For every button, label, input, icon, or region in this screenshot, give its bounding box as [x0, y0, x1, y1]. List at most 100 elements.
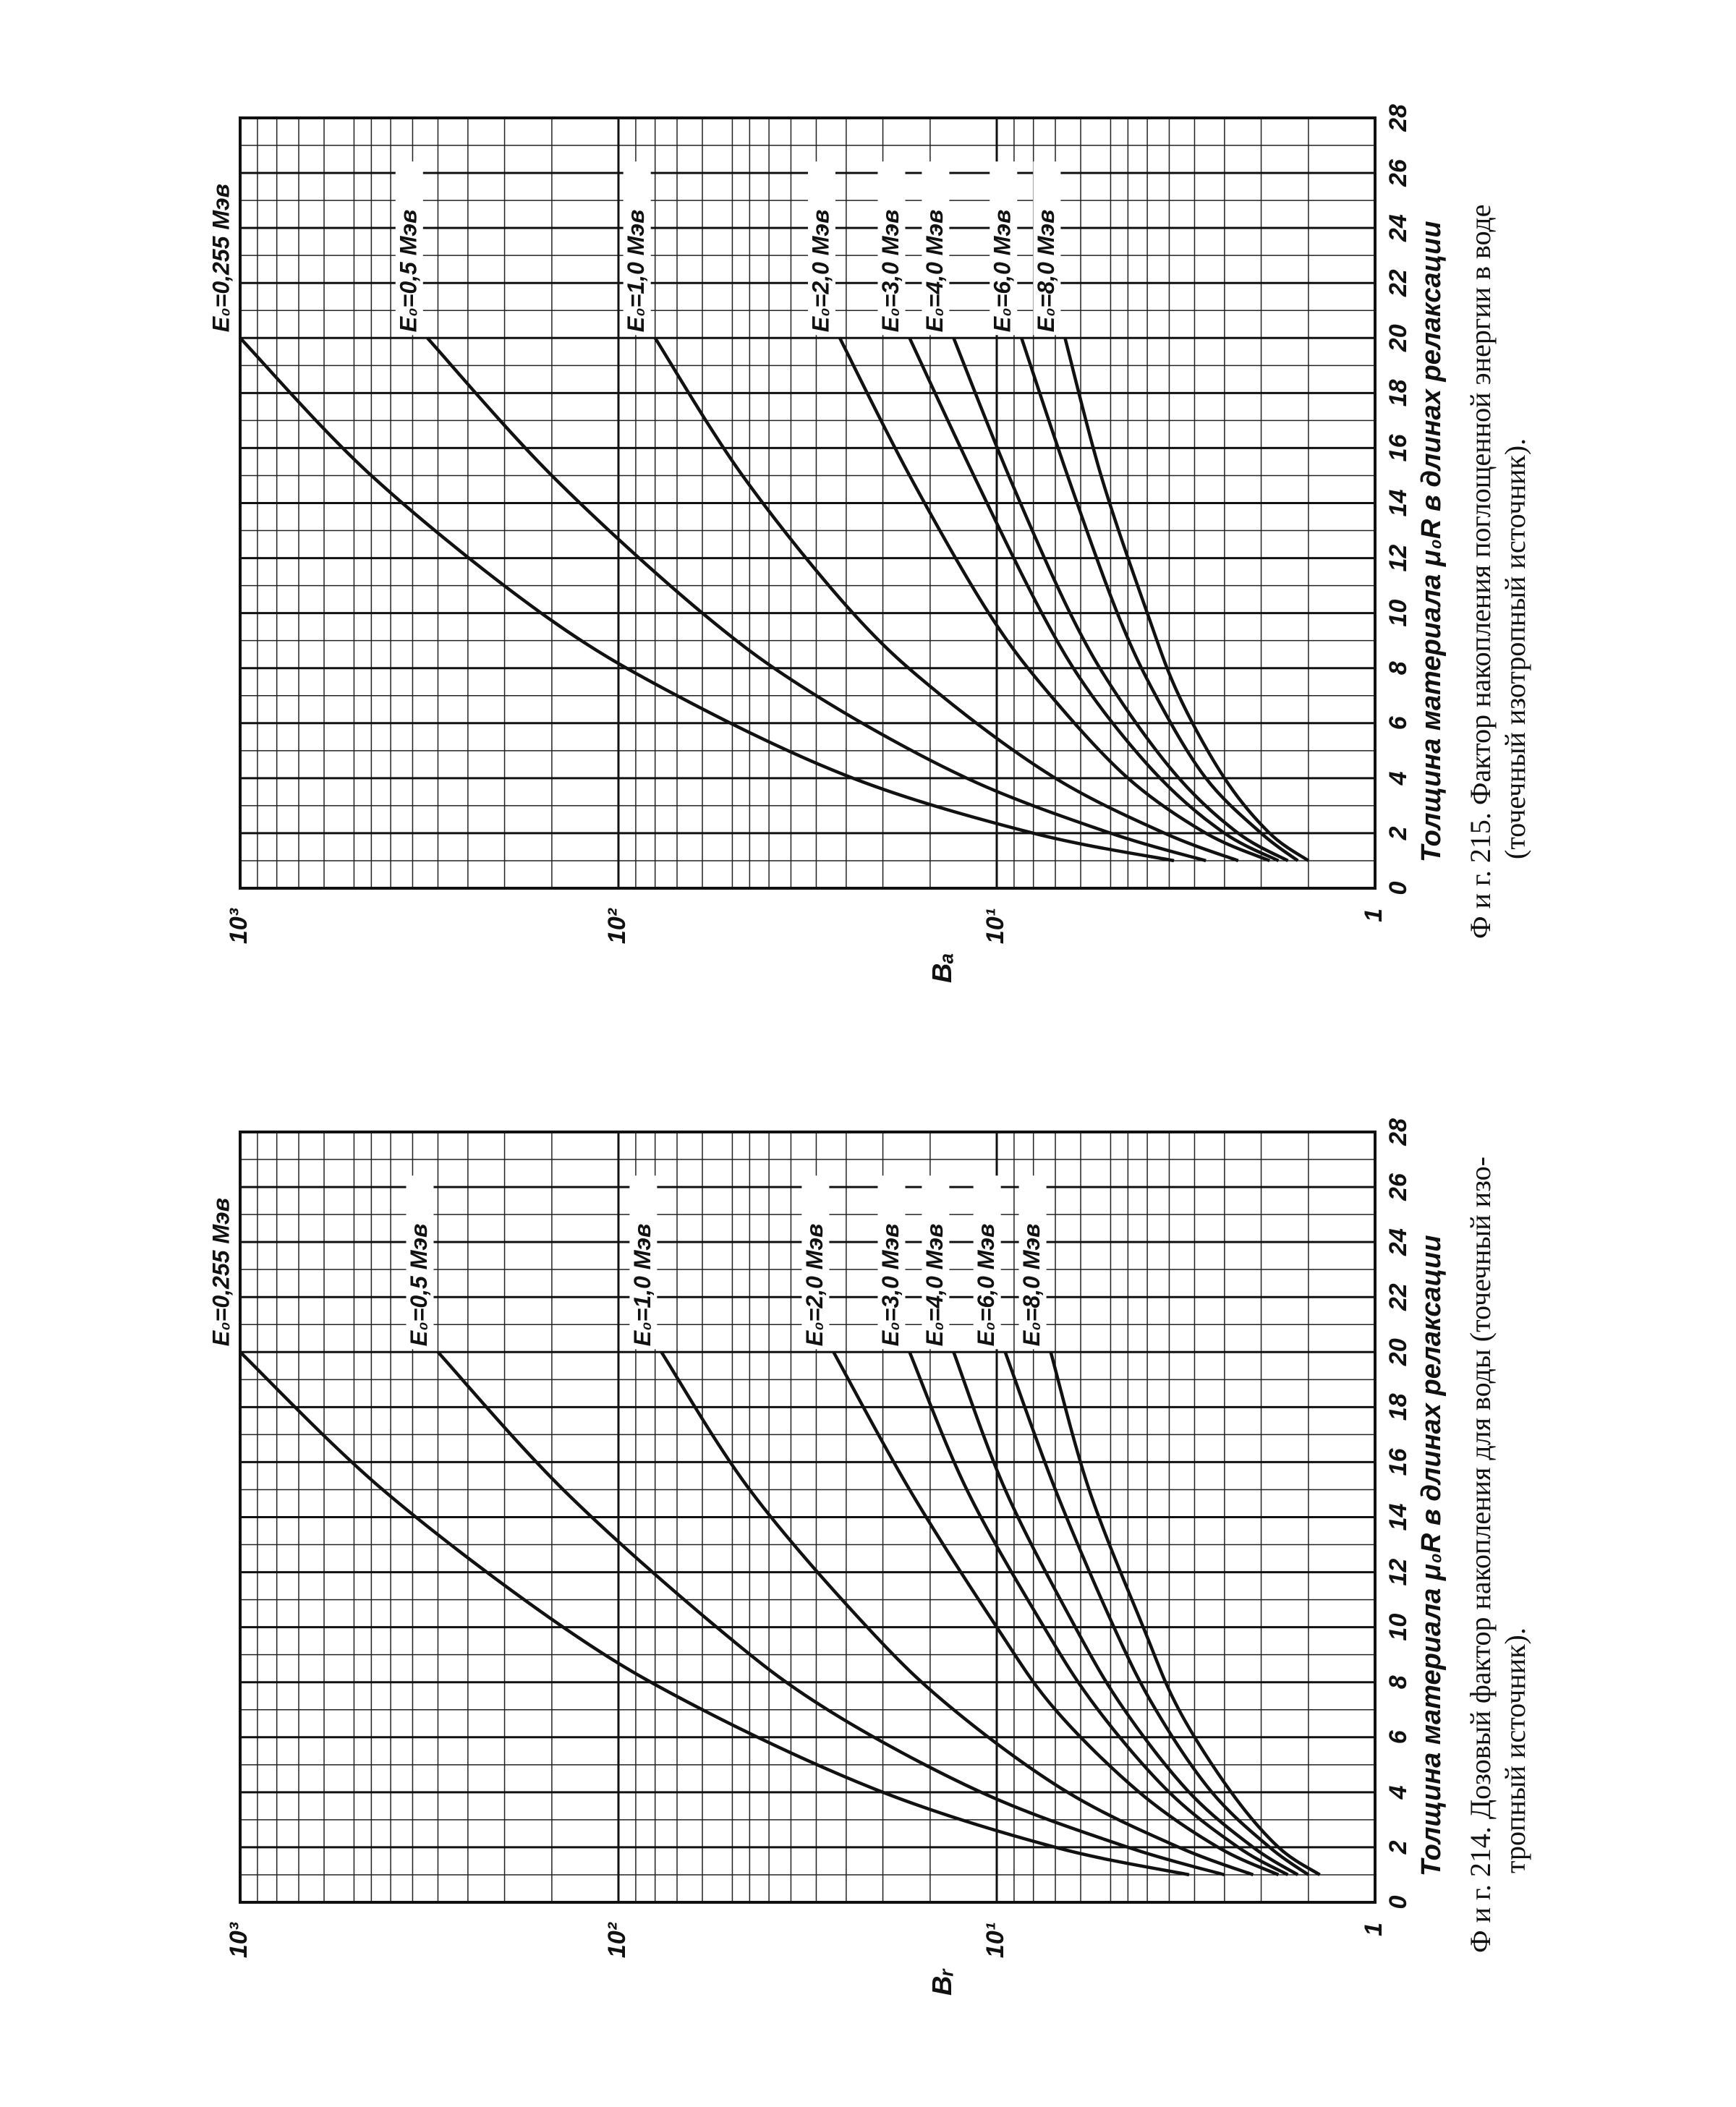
curve	[653, 337, 1239, 863]
x-axis-title: Толщина материала μ₀R в длинах релаксаци…	[1416, 1235, 1447, 1876]
x-tick-label: 20	[1384, 324, 1412, 352]
label-bg	[629, 1175, 658, 1350]
series-label: E₀=8,0 Мэв	[1033, 210, 1059, 333]
y-tick-label: 10³	[225, 907, 252, 944]
label-bg	[208, 161, 236, 336]
series-label: E₀=8,0 Мэв	[1018, 1224, 1044, 1347]
y-tick-label: 10¹	[982, 1923, 1009, 1958]
x-tick-label: 18	[1384, 1393, 1412, 1421]
label-bg	[801, 1175, 830, 1350]
x-tick-label: 12	[1384, 545, 1412, 572]
series-label: E₀=0,5 Мэв	[406, 1224, 432, 1347]
series-label: E₀=0,255 Мэв	[208, 184, 234, 332]
x-tick-label: 0	[1384, 1895, 1412, 1909]
label-bg	[208, 1175, 236, 1350]
y-axis-title: Bᵣ	[927, 1968, 958, 1996]
x-tick-label: 4	[1384, 771, 1412, 786]
x-tick-label: 0	[1384, 881, 1412, 895]
label-bg	[807, 161, 835, 336]
label-bg	[973, 1175, 1001, 1350]
x-tick-label: 18	[1384, 379, 1412, 406]
plot-frame	[239, 116, 1377, 890]
x-tick-label: 16	[1384, 1447, 1412, 1476]
x-tick-label: 14	[1384, 490, 1412, 517]
x-tick-label: 8	[1384, 1675, 1412, 1689]
series-label: E₀=1,0 Мэв	[629, 1224, 655, 1347]
chart: 0246810121416182022242628110¹10²10³Толщи…	[208, 104, 1531, 983]
chart: 0246810121416182022242628110¹10²10³Толщи…	[208, 1118, 1531, 1996]
x-tick-label: 4	[1384, 1785, 1412, 1800]
x-tick-label: 10	[1384, 1614, 1412, 1641]
curve	[660, 1351, 1254, 1877]
label-bg	[877, 1175, 906, 1350]
curve	[239, 1350, 1190, 1877]
label-bg	[395, 161, 423, 336]
curve	[908, 1351, 1289, 1876]
y-tick-label: 10³	[225, 1921, 252, 1958]
caption: Ф и г. 215. Фактор накопления поглощенно…	[1464, 204, 1497, 939]
series-label: E₀=4,0 Мэв	[922, 1224, 948, 1347]
x-tick-label: 26	[1384, 1172, 1412, 1201]
x-tick-label: 28	[1384, 1118, 1412, 1146]
curve	[952, 1351, 1299, 1876]
x-tick-label: 20	[1384, 1338, 1412, 1366]
y-tick-label: 1	[1360, 1923, 1387, 1936]
x-tick-label: 22	[1384, 269, 1412, 297]
caption: Ф и г. 214. Дозовый фактор накопления дл…	[1464, 1157, 1497, 1953]
x-tick-label: 26	[1384, 158, 1412, 187]
x-tick-label: 6	[1384, 1729, 1412, 1744]
curve	[239, 336, 1175, 863]
curve	[838, 337, 1271, 863]
series-label: E₀=1,0 Мэв	[623, 210, 649, 333]
series-label: E₀=6,0 Мэв	[973, 1224, 999, 1347]
curve	[952, 337, 1289, 862]
x-tick-label: 12	[1384, 1559, 1412, 1586]
curve	[1049, 1351, 1321, 1876]
caption: (точечный изотропный источник).	[1499, 438, 1531, 859]
label-bg	[1033, 161, 1061, 336]
y-tick-label: 10¹	[982, 908, 1009, 944]
curve	[1063, 337, 1310, 862]
x-axis-title: Толщина материала μ₀R в длинах релаксаци…	[1416, 221, 1447, 862]
x-tick-label: 2	[1384, 1840, 1412, 1855]
curve	[436, 1350, 1225, 1877]
x-tick-label: 22	[1384, 1283, 1412, 1311]
label-bg	[1018, 1175, 1047, 1350]
label-bg	[877, 161, 906, 336]
x-tick-label: 14	[1384, 1504, 1412, 1531]
label-bg	[623, 161, 651, 336]
x-tick-label: 28	[1384, 104, 1412, 132]
label-bg	[990, 161, 1018, 336]
series-label: E₀=0,255 Мэв	[208, 1198, 234, 1346]
x-tick-label: 6	[1384, 715, 1412, 730]
x-tick-label: 24	[1384, 214, 1412, 242]
curve	[426, 336, 1207, 863]
series-label: E₀=3,0 Мэв	[877, 1224, 903, 1347]
series-label: E₀=3,0 Мэв	[877, 210, 903, 333]
x-tick-label: 8	[1384, 661, 1412, 675]
series-label: E₀=6,0 Мэв	[990, 210, 1016, 333]
x-tick-label: 24	[1384, 1228, 1412, 1256]
y-tick-label: 10²	[603, 1921, 631, 1958]
label-bg	[922, 161, 950, 336]
caption: тропный источник).	[1499, 1627, 1531, 1873]
curve	[1003, 1351, 1310, 1876]
y-axis-title: Bₐ	[927, 953, 958, 983]
series-label: E₀=4,0 Мэв	[922, 210, 948, 333]
curve	[832, 1351, 1280, 1877]
x-tick-label: 10	[1384, 600, 1412, 627]
series-label: E₀=2,0 Мэв	[807, 210, 833, 333]
label-bg	[922, 1175, 950, 1350]
y-tick-label: 1	[1360, 908, 1387, 922]
label-bg	[406, 1175, 434, 1350]
y-tick-label: 10²	[603, 907, 631, 944]
plot-frame	[239, 1131, 1377, 1904]
curve	[1020, 337, 1299, 862]
x-tick-label: 16	[1384, 433, 1412, 461]
x-tick-label: 2	[1384, 826, 1412, 840]
series-label: E₀=2,0 Мэв	[801, 1224, 827, 1347]
series-label: E₀=0,5 Мэв	[395, 210, 421, 333]
curve	[908, 337, 1280, 862]
